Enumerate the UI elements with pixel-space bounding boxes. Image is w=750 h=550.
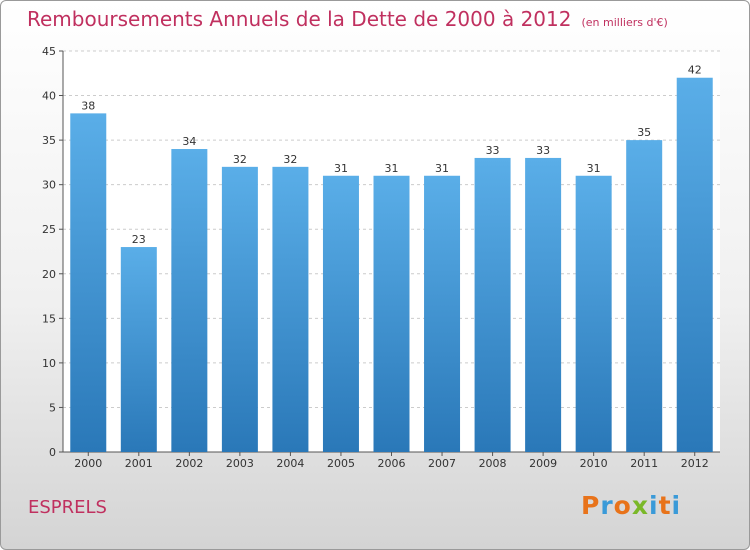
logo-letter: i [649,491,659,520]
data-label-2008: 33 [486,144,500,157]
bar-2009 [525,157,562,452]
bar-2012 [676,77,713,452]
data-label-2009: 33 [536,144,550,157]
y-tick-label: 30 [42,179,56,192]
x-tick-label-2009: 2009 [529,457,557,470]
logo-letter: x [631,491,649,520]
bar-2007 [424,175,461,452]
labels: 0 5 10 15 20 25 30 35 40 45 38 2000 23 2001 34 2002 32 20… [42,45,709,470]
bar-2001 [120,247,157,452]
y-tick-label: 35 [42,134,56,147]
bar-2008 [474,157,511,452]
logo-letter: o [613,491,632,520]
x-tick-label-2005: 2005 [327,457,355,470]
x-tick-label-2010: 2010 [580,457,608,470]
chart-unit: (en milliers d'€) [581,16,668,29]
bar-2003 [221,166,258,452]
commune-name: ESPRELS [28,497,107,518]
data-label-2002: 34 [182,135,196,148]
x-tick-label-2011: 2011 [630,457,658,470]
y-tick-label: 15 [42,312,56,325]
bar-2000 [70,113,107,452]
data-label-2006: 31 [385,162,399,175]
bar-2011 [626,140,663,452]
data-label-2010: 31 [587,162,601,175]
logo-letter: P [581,491,601,520]
data-label-2004: 32 [283,153,297,166]
bars [70,77,713,452]
bar-2004 [272,166,309,452]
logo-letter: t [658,491,672,520]
y-tick-label: 20 [42,268,56,281]
bar-2005 [322,175,359,452]
bar-2010 [575,175,612,452]
x-tick-label-2006: 2006 [378,457,406,470]
y-tick-label: 5 [49,401,56,414]
data-label-2000: 38 [81,99,95,112]
data-label-2011: 35 [637,126,651,139]
bar-2002 [171,149,208,452]
y-tick-label: 45 [42,45,56,58]
x-tick-label-2003: 2003 [226,457,254,470]
logo-letter: i [671,491,682,520]
x-tick-label-2012: 2012 [681,457,709,470]
x-tick-label-2008: 2008 [479,457,507,470]
y-tick-label: 0 [49,446,56,459]
logo-letter: r [600,491,614,520]
chart-header: Remboursements Annuels de la Dette de 20… [27,7,668,31]
data-label-2003: 32 [233,153,247,166]
x-tick-label-2007: 2007 [428,457,456,470]
y-tick-label: 10 [42,357,56,370]
x-tick-label-2001: 2001 [125,457,153,470]
y-tick-label: 40 [42,90,56,103]
x-tick-label-2000: 2000 [74,457,102,470]
y-tick-label: 25 [42,223,56,236]
data-label-2001: 23 [132,233,146,246]
x-tick-label-2002: 2002 [175,457,203,470]
data-label-2005: 31 [334,162,348,175]
bar-2006 [373,175,410,452]
chart-title: Remboursements Annuels de la Dette de 20… [27,7,572,31]
x-tick-label-2004: 2004 [276,457,304,470]
data-label-2012: 42 [688,64,702,77]
proxiti-logo: Proxiti [581,491,681,520]
data-label-2007: 31 [435,162,449,175]
